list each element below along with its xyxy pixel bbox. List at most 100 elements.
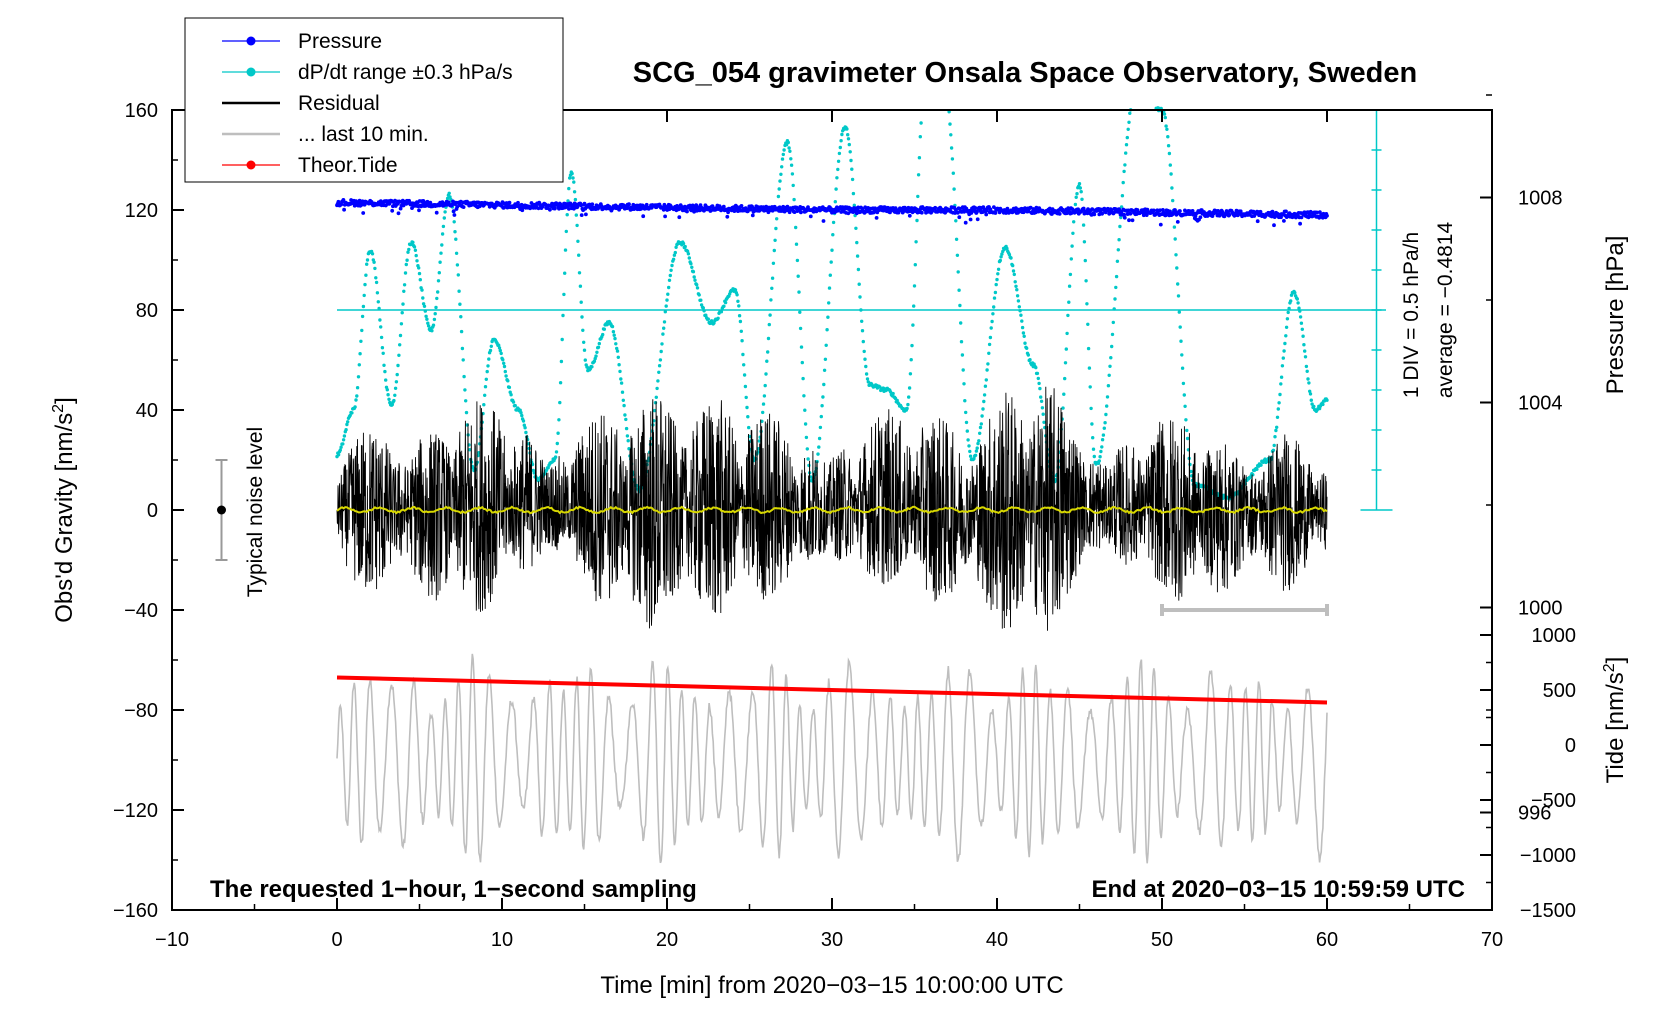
tide-tick-label: −1500 [1520, 900, 1576, 922]
pressure-point [663, 214, 667, 219]
dpdt-point [958, 303, 962, 308]
pressure-point [1128, 211, 1133, 216]
dpdt-point [1066, 313, 1070, 318]
dpdt-point [665, 298, 669, 302]
dpdt-point [766, 336, 771, 341]
dpdt-point [489, 344, 493, 348]
dpdt-point [554, 450, 559, 454]
dpdt-point [1086, 322, 1090, 326]
dpdt-point [981, 407, 985, 411]
dpdt-point [1309, 398, 1314, 402]
dpdt-point [692, 275, 696, 279]
dpdt-point [770, 286, 774, 290]
tide-tick-label: −500 [1531, 790, 1576, 812]
pressure-point [354, 199, 358, 204]
dpdt-point [1082, 240, 1087, 244]
legend-label: Theor.Tide [298, 154, 398, 177]
pressure-point [787, 210, 792, 215]
dpdt-point [827, 286, 832, 290]
dpdt-point [595, 350, 599, 354]
dpdt-point [571, 176, 575, 180]
dpdt-point [666, 292, 670, 296]
pressure-point [1220, 209, 1225, 214]
dpdt-point [1128, 111, 1132, 116]
dpdt-point [433, 312, 437, 316]
dpdt-point [365, 262, 369, 266]
pressure-point [910, 206, 914, 211]
dpdt-point [386, 393, 390, 397]
dpdt-point [1167, 151, 1172, 156]
dpdt-point [1113, 297, 1117, 301]
dpdt-point [394, 380, 399, 384]
dpdt-point [798, 326, 803, 331]
dpdt-point [1123, 163, 1127, 167]
dpdt-point [965, 429, 969, 433]
pressure-point [877, 208, 882, 213]
dpdt-point [855, 254, 860, 258]
dpdt-point [1275, 415, 1280, 419]
dpdt-point [1026, 353, 1031, 357]
dpdt-point [829, 260, 833, 264]
dpdt-point [559, 359, 564, 364]
dpdt-point [761, 402, 766, 406]
dpdt-point [723, 300, 728, 305]
pressure-tick-label: 996 [1518, 803, 1551, 825]
pressure-point [401, 203, 406, 208]
dpdt-point [742, 363, 746, 367]
pressure-point [1178, 209, 1182, 213]
dpdt-point [825, 328, 829, 332]
pressure-series [335, 198, 1329, 228]
dpdt-point [454, 237, 458, 241]
pressure-point [641, 214, 646, 219]
chart-annotations [215, 109, 1393, 616]
dpdt-point [374, 280, 379, 285]
dpdt-point [364, 273, 368, 277]
dpdt-point [987, 351, 991, 355]
dpdt-point [619, 377, 623, 381]
pressure-point [839, 210, 844, 214]
dpdt-point [1279, 382, 1283, 386]
y-tick-label-left: −120 [113, 800, 158, 822]
dpdt-point [425, 317, 429, 321]
dpdt-point [661, 332, 665, 336]
dpdt-point [835, 176, 839, 180]
pressure-point [1258, 209, 1263, 214]
dpdt-point [774, 226, 778, 231]
dpdt-point [1310, 402, 1314, 406]
y-axis-title-left: Obs'd Gravity [nm/s2] [50, 397, 78, 623]
dpdt-point [1090, 422, 1094, 426]
y-axis-title-tide: Tide [nm/s2] [1601, 657, 1629, 784]
dpdt-point [1062, 392, 1066, 396]
pressure-point [644, 202, 649, 207]
dpdt-point [801, 376, 805, 381]
dpdt-point [1312, 404, 1316, 409]
dpdt-point [916, 173, 921, 177]
dpdt-point [912, 304, 916, 308]
dpdt-point [652, 408, 657, 413]
dpdt-point [1178, 325, 1182, 329]
dpdt-point [361, 304, 366, 309]
dpdt-point [919, 121, 923, 125]
last-10-min-trace [336, 653, 1328, 864]
dpdt-point [792, 197, 796, 202]
pressure-point [1158, 208, 1162, 213]
pressure-tick-label: 1000 [1518, 598, 1563, 620]
dpdt-point [667, 278, 672, 282]
dpdt-point [719, 310, 724, 314]
dpdt-point [561, 313, 565, 318]
pressure-point [1238, 209, 1243, 214]
dpdt-point [1103, 421, 1107, 425]
dpdt-point [1036, 376, 1041, 381]
dpdt-point [1298, 315, 1303, 319]
dpdt-point [579, 300, 583, 304]
dpdt-point [826, 315, 830, 319]
dpdt-point [780, 165, 784, 169]
dpdt-point [861, 339, 865, 344]
dpdt-point [485, 369, 489, 374]
y-tick-label-left: −160 [113, 900, 158, 922]
dpdt-point [1276, 407, 1281, 411]
dpdt-point [1325, 398, 1329, 402]
dpdt-point [378, 318, 382, 322]
y-tick-label-left: 120 [125, 200, 158, 222]
dpdt-point [840, 132, 844, 137]
